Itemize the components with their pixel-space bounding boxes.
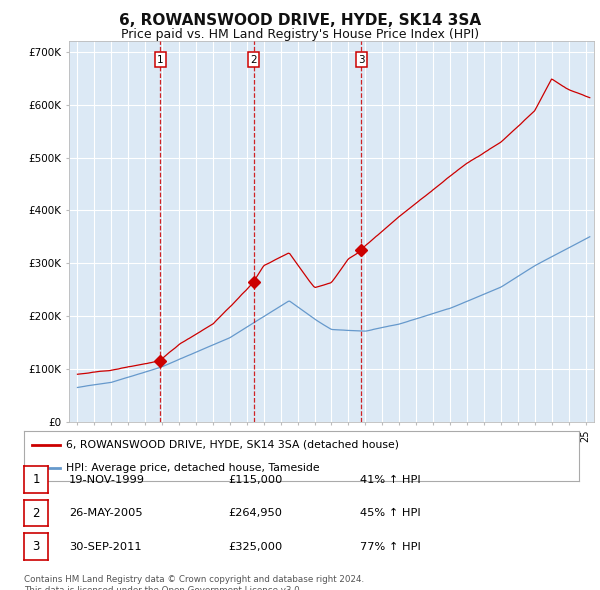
Text: Price paid vs. HM Land Registry's House Price Index (HPI): Price paid vs. HM Land Registry's House … <box>121 28 479 41</box>
Text: 3: 3 <box>32 540 40 553</box>
Text: 41% ↑ HPI: 41% ↑ HPI <box>360 475 421 484</box>
Text: 30-SEP-2011: 30-SEP-2011 <box>69 542 142 552</box>
Text: HPI: Average price, detached house, Tameside: HPI: Average price, detached house, Tame… <box>65 463 319 473</box>
Text: £115,000: £115,000 <box>228 475 283 484</box>
Text: 2: 2 <box>32 506 40 520</box>
Text: 2: 2 <box>250 55 257 65</box>
Text: Contains HM Land Registry data © Crown copyright and database right 2024.
This d: Contains HM Land Registry data © Crown c… <box>24 575 364 590</box>
Text: 45% ↑ HPI: 45% ↑ HPI <box>360 509 421 518</box>
Text: £264,950: £264,950 <box>228 509 282 518</box>
Text: £325,000: £325,000 <box>228 542 282 552</box>
Text: 77% ↑ HPI: 77% ↑ HPI <box>360 542 421 552</box>
Text: 6, ROWANSWOOD DRIVE, HYDE, SK14 3SA: 6, ROWANSWOOD DRIVE, HYDE, SK14 3SA <box>119 13 481 28</box>
Text: 6, ROWANSWOOD DRIVE, HYDE, SK14 3SA (detached house): 6, ROWANSWOOD DRIVE, HYDE, SK14 3SA (det… <box>65 440 398 450</box>
Text: 3: 3 <box>358 55 364 65</box>
Text: 19-NOV-1999: 19-NOV-1999 <box>69 475 145 484</box>
Text: 1: 1 <box>157 55 163 65</box>
Text: 1: 1 <box>32 473 40 486</box>
Text: 26-MAY-2005: 26-MAY-2005 <box>69 509 143 518</box>
